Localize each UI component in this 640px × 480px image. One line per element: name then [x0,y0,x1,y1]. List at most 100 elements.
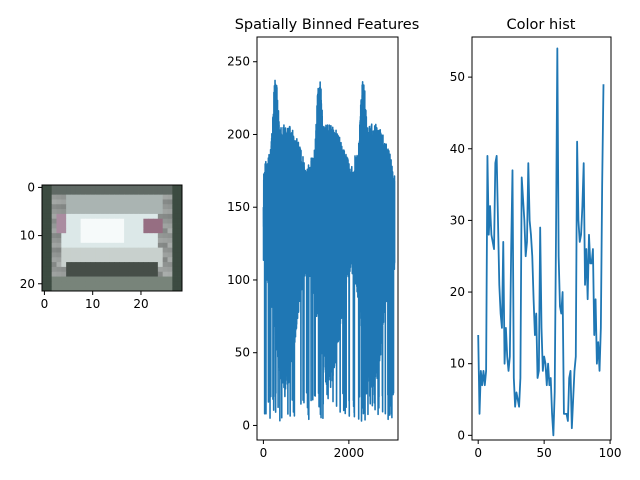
image-pixel [128,223,135,229]
image-pixel [75,238,82,244]
image-pixel [143,271,149,277]
image-pixel [114,204,120,210]
image-pixel [167,247,173,253]
image-pixel [104,252,110,258]
thumbnail-image [42,185,183,292]
image-pixel [119,266,125,273]
image-pixel [75,194,82,200]
image-pixel [162,204,168,210]
image-pixel [75,213,82,220]
image-pixel [51,223,57,229]
image-pixel [177,199,183,205]
image-pixel [70,185,77,191]
image-pixel [143,281,149,287]
image-pixel [90,271,96,277]
image-pixel [109,194,115,200]
image-pixel [95,189,101,196]
image-pixel [75,228,82,234]
image-pixel [46,247,53,253]
image-pixel [95,218,101,224]
image-pixel [157,247,164,253]
image-pixel [56,286,62,292]
image-pixel [167,281,173,287]
image-pixel [99,228,106,234]
image-pixel [42,218,48,224]
image-pixel [162,262,168,268]
image-pixel [153,238,159,244]
image-pixel [157,223,164,229]
image-pixel [124,213,130,220]
colorhist-title: Color hist [507,17,576,33]
image-pixel [133,218,139,224]
image-pixel [99,204,106,210]
image-pixel [99,194,106,200]
image-pixel [124,247,130,253]
image-pixel [128,266,135,273]
colorhist-ytick-label: 30 [450,213,465,227]
image-pixel [138,252,144,258]
image-pixel [124,194,130,200]
image-pixel [85,286,91,292]
image-pixel [109,218,115,224]
image-pixel [61,204,67,210]
image-pixel [148,209,154,215]
image-pixel [143,228,149,234]
image-pixel [162,238,168,244]
image-pixel [75,204,82,210]
image-pixel [70,247,77,253]
image-pixel [148,286,154,292]
image-pixel [61,194,67,200]
image-pixel [138,262,144,268]
image-pixel [90,262,96,268]
image-pixel [42,257,48,263]
image-pixel [167,286,173,292]
image-pixel [95,209,101,215]
image-pixel [56,281,62,287]
colorhist-ytick-label: 20 [450,285,465,299]
image-pixel [42,276,48,282]
image-pixel [56,252,62,258]
image-pixel [119,233,125,239]
image-pixel [177,233,183,239]
image-pixel [104,223,110,229]
image-pixel [138,185,144,191]
image-pixel [119,185,125,191]
spatial-axes-frame [256,36,399,441]
image-pixel [61,271,67,277]
image-pixel [157,194,164,200]
image-pixel [99,271,106,277]
image-pixel [70,189,77,196]
image-pixel [70,286,77,292]
image-pixel [138,233,144,239]
image-pixel [51,276,57,282]
image-pixel [46,218,53,224]
image-pixel [133,204,139,210]
image-pixel [95,252,101,258]
image-pixel [70,223,77,229]
image-pixel [99,199,106,205]
image-pixel [114,252,120,258]
image-ytick-label: 10 [20,229,35,243]
image-pixel [56,257,62,263]
image-pixel [143,199,149,205]
image-subplot: 0 10 20 0 10 20 [20,180,183,311]
image-pixel [124,242,130,249]
image-pixel [42,194,48,200]
image-pixel [95,242,101,249]
colorhist-xtick-label: 50 [536,446,551,460]
image-pixel [104,213,110,220]
image-pixel [90,194,96,200]
image-pixel [46,209,53,215]
image-pixel [143,213,149,220]
image-pixel [99,233,106,239]
image-pixel [70,209,77,215]
image-pixel [119,286,125,292]
image-pixel [138,218,144,224]
image-pixel [167,262,173,268]
image-pixel [99,218,106,224]
image-pixel [56,209,62,215]
image-pixel [46,199,53,205]
image-pixel [85,194,91,200]
image-pixel [153,199,159,205]
image-pixel [172,194,178,200]
